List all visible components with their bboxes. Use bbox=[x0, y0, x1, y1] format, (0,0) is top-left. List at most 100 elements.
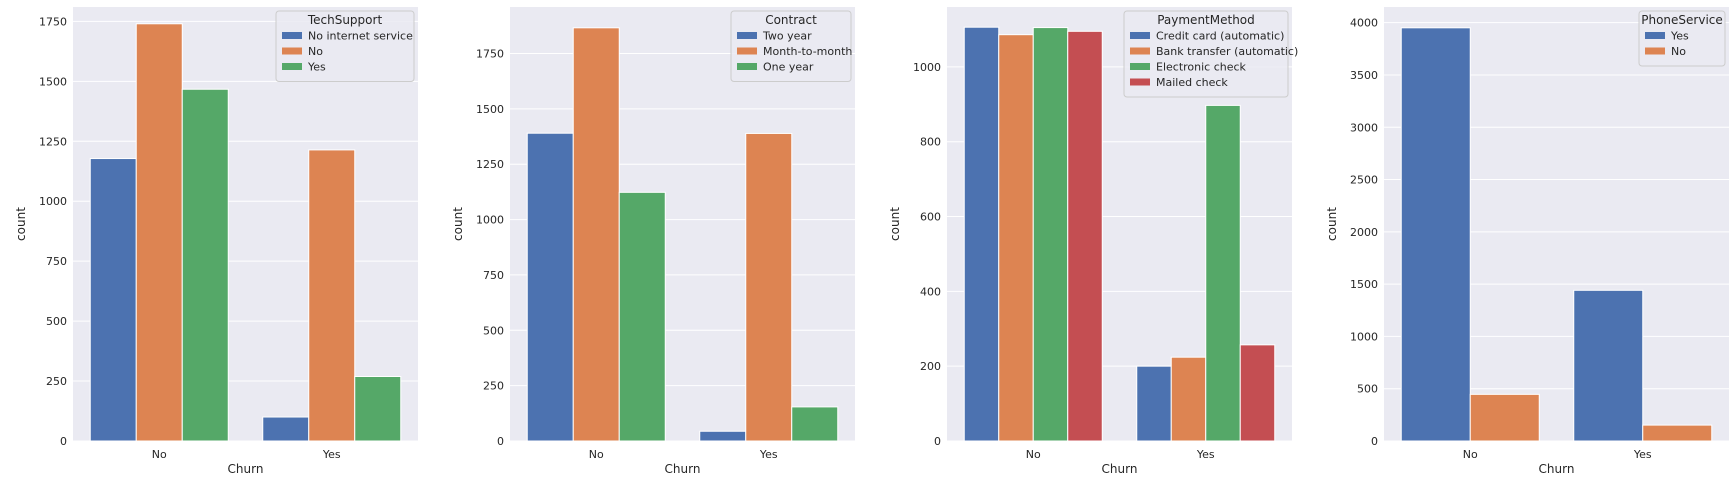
legend-swatch bbox=[1130, 63, 1150, 70]
legend-box bbox=[1123, 10, 1289, 98]
legend-title: Contract bbox=[765, 13, 817, 27]
x-tick-label: Yes bbox=[1196, 448, 1215, 461]
bar-no-series-4 bbox=[1067, 30, 1103, 442]
y-tick-label: 0 bbox=[60, 435, 67, 448]
legend-title: TechSupport bbox=[307, 13, 383, 27]
x-tick-label: No bbox=[589, 448, 604, 461]
legend-entry: Two year bbox=[762, 30, 812, 43]
y-tick-label: 2500 bbox=[1350, 174, 1378, 187]
y-tick-label: 250 bbox=[46, 375, 67, 388]
bar-no-series-3 bbox=[618, 191, 666, 442]
y-tick-label: 4000 bbox=[1350, 17, 1378, 30]
legend-swatch bbox=[1130, 32, 1150, 39]
legend-swatch bbox=[282, 32, 302, 39]
legend-swatch bbox=[1130, 47, 1150, 55]
legend: PaymentMethod Credit card (automatic) Bank… bbox=[1123, 10, 1298, 98]
y-tick-label: 800 bbox=[920, 136, 941, 149]
legend-entry: Electronic check bbox=[1156, 61, 1247, 74]
legend-entry: No bbox=[1671, 45, 1686, 58]
legend-box bbox=[275, 10, 415, 82]
y-axis-label: count bbox=[1325, 207, 1339, 241]
legend-swatch bbox=[1645, 47, 1665, 55]
legend: TechSupport No internet service No Yes bbox=[275, 10, 415, 82]
chart-panel-3: 0 200 400 600 800 1000 No Yes Churn count PaymentM… bbox=[888, 7, 1298, 476]
bar-no-series-1 bbox=[963, 26, 1000, 442]
bar-yes-series-2 bbox=[1642, 424, 1713, 442]
y-tick-label: 1000 bbox=[39, 195, 67, 208]
legend-entry: Yes bbox=[1670, 30, 1689, 43]
y-tick-label: 1500 bbox=[476, 103, 504, 116]
legend-entry: One year bbox=[763, 61, 814, 74]
y-tick-label: 1750 bbox=[476, 48, 504, 61]
bar-yes-series-1 bbox=[262, 416, 310, 442]
x-axis-label: Churn bbox=[665, 462, 701, 476]
y-tick-label: 1250 bbox=[476, 158, 504, 171]
y-axis-label: count bbox=[451, 207, 465, 241]
x-tick-label: Yes bbox=[759, 448, 778, 461]
y-tick-label: 500 bbox=[46, 315, 67, 328]
y-tick-label: 1500 bbox=[1350, 278, 1378, 291]
y-tick-label: 250 bbox=[483, 380, 504, 393]
y-axis-label: count bbox=[888, 207, 902, 241]
bar-no-series-1 bbox=[89, 158, 137, 442]
bar-no-series-2 bbox=[998, 34, 1034, 442]
bar-no-series-1 bbox=[1400, 27, 1471, 442]
chart-panel-2: 0 250 500 750 1000 1250 1500 1750 No Yes Churn coun… bbox=[451, 7, 855, 476]
x-tick-label: No bbox=[1463, 448, 1478, 461]
bar-no-series-2 bbox=[1469, 393, 1540, 442]
y-tick-label: 1000 bbox=[1350, 330, 1378, 343]
bar-yes-series-3 bbox=[354, 375, 402, 442]
y-tick-label: 1250 bbox=[39, 135, 67, 148]
y-tick-label: 0 bbox=[934, 435, 941, 448]
bar-no-series-1 bbox=[526, 132, 574, 442]
y-tick-label: 500 bbox=[483, 324, 504, 337]
legend-swatch bbox=[737, 63, 757, 70]
legend-entry: Month-to-month bbox=[763, 45, 852, 58]
legend-title: PaymentMethod bbox=[1157, 13, 1255, 27]
legend-entry: Bank transfer (automatic) bbox=[1156, 45, 1298, 58]
chart-panel-4: 0 500 1000 1500 2000 2500 3000 3500 4000 No Yes Chu… bbox=[1325, 7, 1729, 476]
x-axis-label: Churn bbox=[1102, 462, 1138, 476]
legend-entry: No internet service bbox=[308, 30, 413, 43]
legend-box bbox=[730, 10, 852, 82]
bar-yes-series-2 bbox=[308, 149, 356, 442]
y-tick-label: 0 bbox=[497, 435, 504, 448]
legend-swatch bbox=[1130, 78, 1150, 86]
x-tick-label: Yes bbox=[322, 448, 341, 461]
y-tick-label: 0 bbox=[1371, 435, 1378, 448]
y-tick-label: 750 bbox=[483, 269, 504, 282]
y-tick-label: 600 bbox=[920, 211, 941, 224]
bar-no-series-3 bbox=[1032, 27, 1069, 442]
y-tick-label: 200 bbox=[920, 360, 941, 373]
legend-swatch bbox=[737, 32, 757, 39]
y-tick-label: 3500 bbox=[1350, 69, 1378, 82]
y-tick-label: 1000 bbox=[476, 214, 504, 227]
y-tick-label: 1750 bbox=[39, 15, 67, 28]
legend-swatch bbox=[282, 47, 302, 55]
bar-yes-series-4 bbox=[1239, 344, 1276, 442]
legend: PhoneService Yes No bbox=[1638, 10, 1726, 67]
x-tick-label: No bbox=[152, 448, 167, 461]
y-tick-label: 3000 bbox=[1350, 121, 1378, 134]
bar-yes-series-1 bbox=[1136, 365, 1172, 442]
y-axis-label: count bbox=[14, 207, 28, 241]
y-tick-label: 400 bbox=[920, 285, 941, 298]
legend-entry: Yes bbox=[307, 61, 326, 74]
y-tick-label: 1500 bbox=[39, 75, 67, 88]
legend-entry: Mailed check bbox=[1156, 76, 1228, 89]
bar-yes-series-2 bbox=[745, 132, 793, 442]
bar-yes-series-1 bbox=[699, 430, 747, 442]
y-tick-label: 1000 bbox=[913, 61, 941, 74]
x-axis-label: Churn bbox=[228, 462, 264, 476]
x-axis-label: Churn bbox=[1539, 462, 1575, 476]
y-tick-label: 750 bbox=[46, 255, 67, 268]
legend-entry: Credit card (automatic) bbox=[1156, 30, 1284, 43]
bar-no-series-3 bbox=[181, 88, 229, 442]
chart-panel-1: 0 250 500 750 1000 1250 1500 1750 No Yes Churn coun… bbox=[14, 7, 418, 476]
legend-swatch bbox=[1645, 32, 1665, 39]
legend-swatch bbox=[282, 63, 302, 70]
legend: Contract Two year Month-to-month One year bbox=[730, 10, 852, 82]
bar-no-series-2 bbox=[135, 23, 183, 442]
legend-swatch bbox=[737, 47, 757, 55]
bar-yes-series-2 bbox=[1170, 356, 1207, 442]
